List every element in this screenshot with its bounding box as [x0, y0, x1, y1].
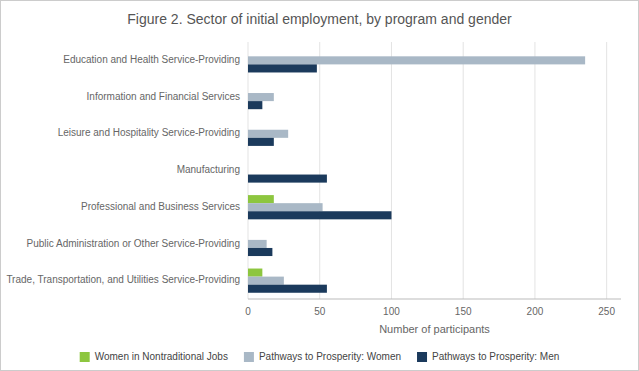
bar	[248, 130, 288, 138]
bar	[248, 64, 317, 72]
x-tick-label: 50	[314, 306, 326, 317]
bar	[248, 93, 274, 101]
grid-line	[534, 42, 535, 299]
x-tick-label: 0	[245, 306, 251, 317]
bar	[248, 211, 391, 219]
bar	[248, 138, 274, 146]
legend: Women in Nontraditional Jobs Pathways to …	[80, 351, 560, 362]
legend-label: Pathways to Prosperity: Women	[259, 351, 401, 362]
x-tick-label: 150	[455, 306, 472, 317]
y-tick-label: Information and Financial Services	[87, 91, 240, 102]
x-axis-line	[248, 299, 621, 300]
bar	[248, 285, 327, 293]
y-tick-label: Professional and Business Services	[81, 201, 240, 212]
y-tick-label: Leisure and Hospitality Service-Providin…	[58, 127, 240, 138]
x-tick-label: 200	[527, 306, 544, 317]
bar	[248, 158, 249, 166]
figure-border	[1, 1, 639, 371]
bars	[248, 56, 585, 292]
bar	[248, 101, 262, 109]
y-tick-label: Public Administration or Other Service-P…	[27, 238, 240, 249]
bar	[248, 85, 249, 93]
y-tick-label: Education and Health Service-Providing	[63, 54, 240, 65]
grid-line	[319, 42, 320, 299]
bar	[248, 166, 249, 174]
chart: Figure 2. Sector of initial employment, …	[0, 0, 639, 371]
y-tick-label: Trade, Transportation, and Utilities Ser…	[6, 274, 240, 285]
x-tick-label: 100	[383, 306, 400, 317]
title: Figure 2. Sector of initial employment, …	[127, 11, 512, 27]
legend-swatch	[417, 352, 427, 362]
y-tick-label: Manufacturing	[177, 164, 240, 175]
legend-label: Pathways to Prosperity: Men	[432, 351, 559, 362]
bar	[248, 277, 284, 285]
x-tick-label: 250	[598, 306, 615, 317]
bar	[248, 269, 262, 277]
grid-line	[463, 42, 464, 299]
legend-swatch	[80, 352, 90, 362]
grid-line	[248, 42, 249, 299]
grid	[248, 42, 607, 299]
grid-line	[391, 42, 392, 299]
y-tick-labels: Trade, Transportation, and Utilities Ser…	[6, 54, 240, 285]
bar	[248, 56, 585, 64]
legend-label: Women in Nontraditional Jobs	[95, 351, 228, 362]
x-tick-labels: 0 50 100 150 200 250	[245, 306, 615, 317]
bar	[248, 248, 272, 256]
bar	[248, 122, 249, 130]
bar	[248, 232, 249, 240]
bar	[248, 240, 267, 248]
x-axis-label: Number of participants	[379, 323, 490, 335]
bar	[248, 195, 274, 203]
bar	[248, 48, 249, 56]
bar	[248, 175, 327, 183]
bar	[248, 203, 323, 211]
legend-swatch	[244, 352, 254, 362]
grid-line	[606, 42, 607, 299]
